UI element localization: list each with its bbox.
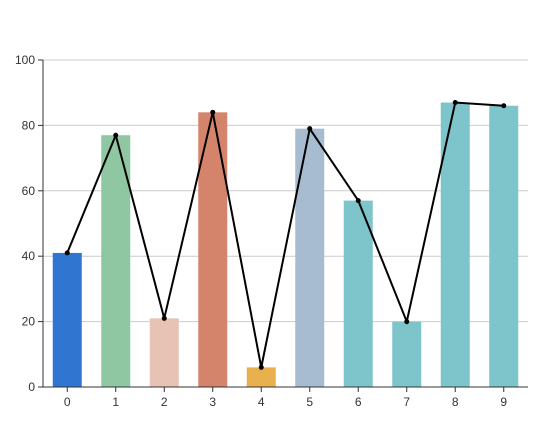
line-point-9: [501, 103, 507, 109]
line-point-8: [452, 100, 458, 106]
line-point-7: [404, 319, 410, 325]
bar-4: [246, 367, 276, 387]
line-point-1: [113, 132, 119, 138]
y-tick-label: 100: [15, 53, 35, 67]
bar-9: [489, 105, 519, 387]
y-tick-label: 20: [22, 315, 36, 329]
bar-5: [295, 128, 325, 388]
x-tick-label: 4: [258, 395, 265, 409]
tick-labels: 0 20 40 60 80 100 0 1 2 3 4 5 6 7 8 9: [15, 53, 507, 409]
overlay-line-series: [64, 100, 507, 370]
line-point-5: [307, 126, 313, 132]
bar-2: [149, 318, 179, 387]
bar-0: [52, 252, 82, 387]
bars: [52, 102, 519, 388]
x-tick-label: 3: [209, 395, 216, 409]
y-tick-label: 80: [22, 118, 36, 132]
x-tick-label: 7: [403, 395, 410, 409]
bar-1: [101, 135, 131, 387]
y-tick-label: 40: [22, 249, 36, 263]
x-tick-label: 1: [112, 395, 119, 409]
line-point-4: [258, 364, 264, 370]
y-tick-label: 0: [28, 380, 35, 394]
axes: [38, 59, 528, 392]
x-tick-label: 0: [64, 395, 71, 409]
line-series-path: [66, 101, 504, 368]
bar-7: [392, 321, 422, 387]
line-point-6: [355, 198, 361, 204]
line-point-0: [64, 250, 70, 256]
line-point-2: [161, 315, 167, 321]
x-tick-label: 9: [500, 395, 507, 409]
x-tick-label: 8: [452, 395, 459, 409]
y-tick-label: 60: [22, 184, 36, 198]
line-point-3: [210, 109, 216, 115]
bar-6: [343, 200, 373, 387]
x-tick-label: 2: [161, 395, 168, 409]
x-tick-label: 5: [306, 395, 313, 409]
x-tick-label: 6: [355, 395, 362, 409]
